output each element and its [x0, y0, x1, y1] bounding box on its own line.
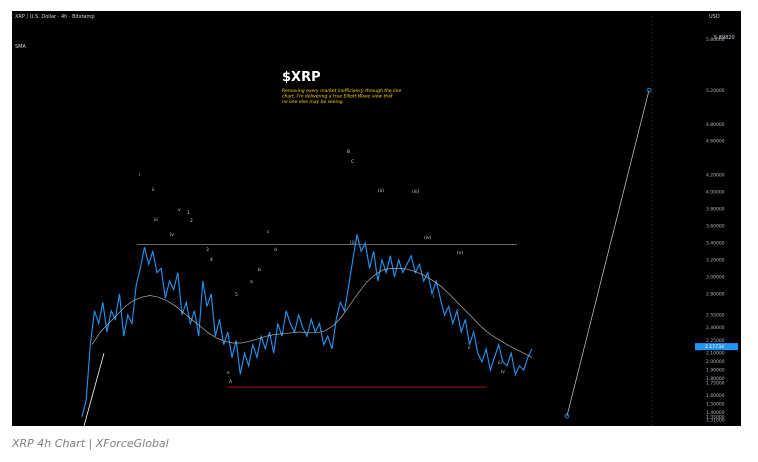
wave-label: 4: [210, 257, 213, 263]
y-tick-label: 3.40000: [706, 240, 725, 246]
wave-label: d: [274, 247, 277, 253]
y-tick-label: 2.80000: [706, 291, 725, 297]
wave-label: iv: [170, 232, 174, 238]
trend-line: [83, 353, 105, 426]
chart-title: $XRP: [282, 70, 321, 85]
y-tick-label: 5.80000: [706, 37, 725, 43]
indicator-sma[interactable]: SMA: [15, 44, 26, 50]
last-price-marker: [695, 343, 702, 351]
last-price-text: 2.17734: [705, 344, 724, 350]
wave-label: A: [229, 379, 233, 385]
y-tick-label: 2.10000: [706, 351, 725, 357]
wave-label: (v): [457, 250, 463, 256]
wave-label: C: [351, 159, 354, 165]
top-price-label: 5.89820: [714, 35, 735, 41]
wave-label: i: [139, 172, 140, 178]
wave-label: ii: [468, 345, 471, 351]
y-tick-label: 2.40000: [706, 325, 725, 331]
wave-label: a: [250, 280, 253, 285]
y-tick-label: 2.00000: [706, 359, 725, 365]
y-tick-label: 1.40000: [706, 410, 725, 416]
projection-line: [566, 90, 650, 417]
y-tick-label: 4.60000: [706, 139, 725, 145]
price-chart[interactable]: 5.80000 5.20000 4.80000 4.60000 4.20000 4.000…: [12, 11, 741, 426]
image-caption: XRP 4h Chart | XForceGlobal: [12, 437, 169, 450]
y-tick-label: 1.90000: [706, 368, 725, 374]
y-tick-label: 1.80000: [706, 376, 725, 382]
wave-label: b: [258, 267, 261, 273]
currency-label[interactable]: USD: [709, 14, 720, 20]
y-tick-label: 1.31000: [706, 418, 725, 424]
y-tick-label: 2.25000: [706, 338, 725, 344]
wave-label: iii: [498, 360, 502, 366]
y-tick-label: 4.20000: [706, 173, 725, 179]
y-tick-label: 1.50000: [706, 402, 725, 408]
last-price-tag: [702, 343, 738, 351]
y-tick-label: 3.60000: [706, 224, 725, 230]
y-tick-label: 1.35000: [706, 414, 725, 420]
chart-note-line: chart, I'm delivering a true Elliott Wav…: [282, 94, 393, 100]
wave-label: iv: [501, 369, 505, 375]
y-tick-label: 1.60000: [706, 393, 725, 399]
chart-note-line: Removing every market inefficiency throu…: [282, 88, 401, 94]
chart-frame: 5.80000 5.20000 4.80000 4.60000 4.20000 4.000…: [12, 11, 741, 426]
wave-label: v: [178, 208, 181, 213]
y-tick-label: 4.00000: [706, 190, 725, 196]
wave-label: e: [227, 371, 230, 376]
wave-label: ii: [152, 187, 155, 193]
wave-label: (iii): [412, 189, 420, 195]
wave-label: (i): [350, 240, 355, 246]
projection-target-point: [646, 87, 652, 93]
wave-label: B: [347, 149, 350, 155]
wave-label: (iv): [424, 235, 432, 241]
symbol-header: XRP / U.S. Dollar · 4h · Bitstamp: [15, 14, 95, 20]
y-tick-label: 4.80000: [706, 122, 725, 128]
wave-label: 2: [190, 218, 193, 224]
wave-label: 3: [206, 247, 209, 253]
y-tick-label: 3.20000: [706, 257, 725, 263]
y-tick-label: 3.80000: [706, 207, 725, 213]
wave-label: 5: [235, 292, 238, 298]
y-tick-label: 1.75000: [706, 380, 725, 386]
price-line: [81, 234, 533, 417]
chart-note-line: no one else may be seeing.: [282, 99, 344, 105]
y-tick-label: 5.20000: [706, 88, 725, 94]
sma-line: [91, 268, 533, 358]
y-tick-label: 2.55000: [706, 313, 725, 319]
projection-start-point: [564, 413, 570, 419]
wave-label: i: [433, 294, 434, 300]
wave-label: (ii): [378, 188, 384, 194]
wave-label: iii: [154, 217, 158, 223]
wave-label: 1: [187, 210, 190, 216]
wave-label: c: [267, 230, 270, 235]
y-tick-label: 3.00000: [706, 274, 725, 280]
